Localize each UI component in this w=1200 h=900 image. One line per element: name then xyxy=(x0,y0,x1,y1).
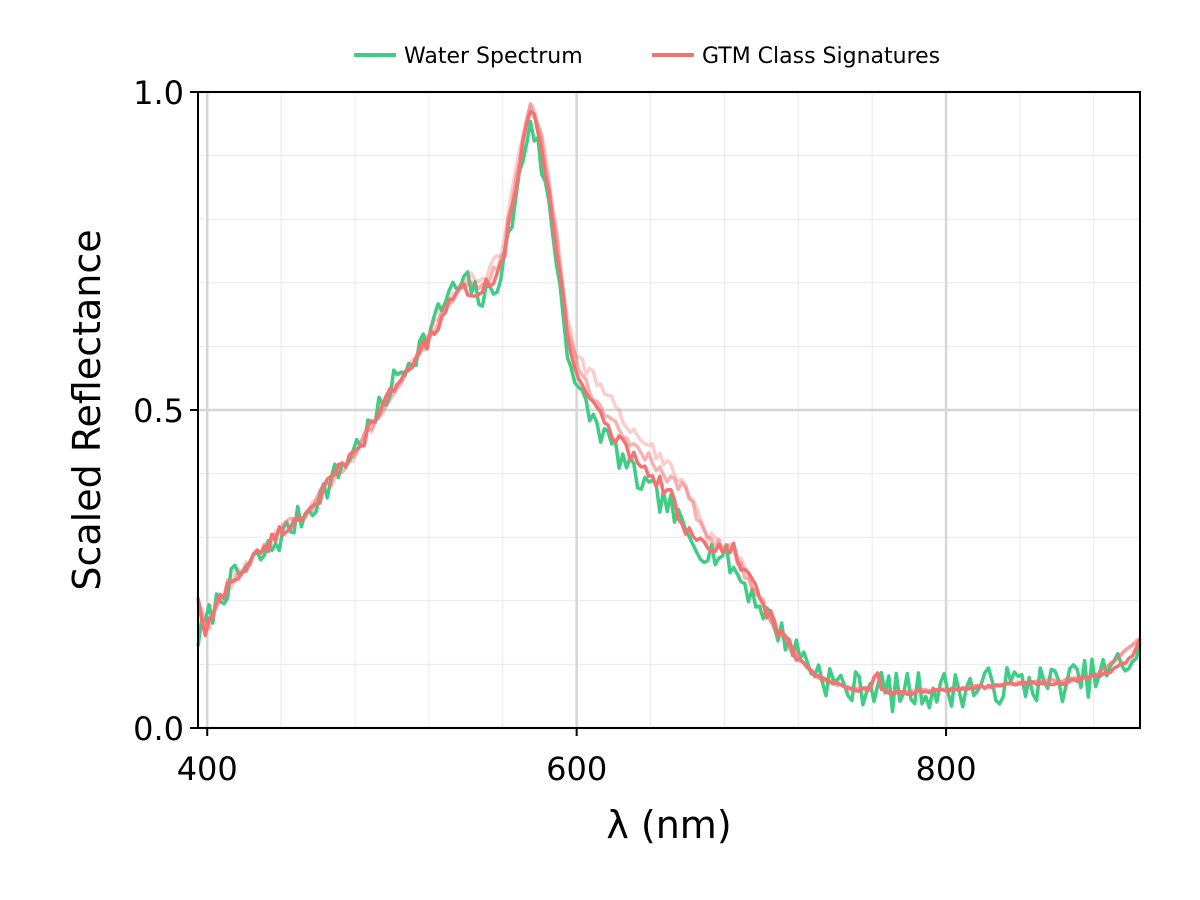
series-line-gtm-class-signature-3 xyxy=(196,102,1141,697)
y-axis-label: Scaled Reflectance xyxy=(65,229,109,590)
x-tick-label: 400 xyxy=(177,750,238,788)
y-tick-label: 0.0 xyxy=(133,710,184,748)
x-tick-label: 800 xyxy=(916,750,977,788)
legend-label-water-spectrum: Water Spectrum xyxy=(404,44,583,69)
y-tick-label: 0.5 xyxy=(133,392,184,430)
legend: Water Spectrum GTM Class Signatures xyxy=(354,44,940,69)
legend-label-gtm-class-signatures: GTM Class Signatures xyxy=(702,44,940,69)
tick-labels: 400 600 800 0.0 0.5 1.0 xyxy=(133,74,976,788)
series-line-water-spectrum xyxy=(196,119,1142,714)
x-tick-label: 600 xyxy=(546,750,607,788)
axis-ticks xyxy=(190,91,948,736)
grid-major xyxy=(198,90,1140,730)
series-line-gtm-class-signatures xyxy=(196,109,1142,697)
x-axis-label: λ (nm) xyxy=(606,803,731,847)
series-layer xyxy=(196,101,1142,714)
y-tick-label: 1.0 xyxy=(133,74,184,112)
series-line-gtm-class-signature-2 xyxy=(196,101,1142,696)
